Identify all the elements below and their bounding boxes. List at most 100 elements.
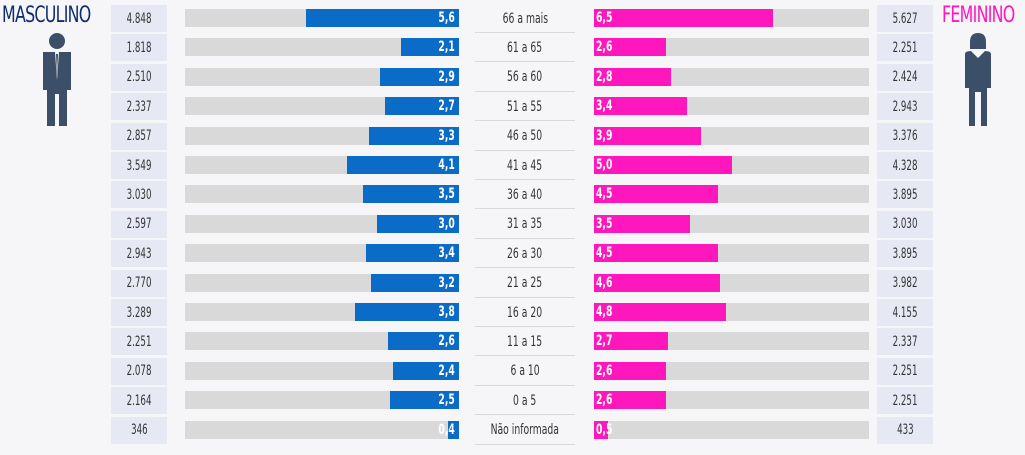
male-bar-track: 3,8 — [185, 303, 459, 321]
female-bar — [594, 391, 666, 410]
table-row: 3.289 3,8 16 a 20 4,8 4.155 — [0, 299, 1025, 328]
female-count: 433 — [877, 416, 933, 444]
male-bar-track: 2,4 — [185, 361, 459, 380]
female-bar-label: 6,5 — [596, 10, 613, 26]
female-bar-label: 3,5 — [596, 215, 613, 232]
female-bar — [594, 361, 666, 380]
table-row: 2.943 3,4 26 a 30 4,5 3.895 — [0, 240, 1025, 269]
female-bar-track: 5,0 — [594, 156, 869, 174]
female-bar — [594, 214, 690, 233]
female-bar-track: 3,4 — [594, 97, 869, 116]
male-count: 2.857 — [111, 122, 167, 150]
male-bar-track: 3,4 — [185, 244, 459, 263]
male-bar-track: 2,1 — [185, 38, 459, 57]
table-row: 346 0,4 Não informada 0,5 433 — [0, 416, 1025, 446]
age-group-label: 66 a mais — [475, 5, 575, 33]
male-bar — [390, 391, 459, 410]
male-bar — [369, 126, 459, 145]
female-bar-label: 2,8 — [596, 68, 613, 85]
female-bar-label: 0,5 — [596, 421, 613, 438]
female-bar — [594, 303, 726, 321]
female-count: 2.943 — [877, 93, 933, 121]
male-bar-label: 0,4 — [438, 421, 455, 438]
female-bar — [594, 244, 718, 263]
male-bar-label: 3,4 — [438, 245, 455, 262]
female-bar — [594, 420, 608, 439]
female-count: 3.895 — [877, 240, 933, 268]
table-row: 2.770 3,2 21 a 25 4,6 3.982 — [0, 269, 1025, 299]
male-count: 2.770 — [111, 269, 167, 297]
female-bar-label: 2,6 — [596, 362, 613, 379]
table-row: 2.251 2,6 11 a 15 2,7 2.337 — [0, 328, 1025, 357]
male-bar — [393, 361, 459, 380]
male-bar — [371, 273, 459, 292]
female-bar-track: 3,5 — [594, 214, 869, 233]
female-bar-label: 3,9 — [596, 127, 613, 144]
age-group-label: 56 a 60 — [475, 64, 575, 92]
female-bar — [594, 9, 773, 27]
female-count: 3.030 — [877, 210, 933, 238]
male-bar-label: 3,5 — [438, 186, 455, 203]
male-bar-track: 3,3 — [185, 126, 459, 145]
female-count: 3.376 — [877, 122, 933, 150]
male-bar-track: 3,5 — [185, 185, 459, 204]
age-group-label: 16 a 20 — [475, 299, 575, 327]
female-bar-track: 4,5 — [594, 244, 869, 263]
female-count: 2.337 — [877, 328, 933, 356]
male-bar-label: 4,1 — [438, 157, 455, 173]
table-row: 2.078 2,4 6 a 10 2,6 2.251 — [0, 357, 1025, 387]
male-count: 2.251 — [111, 328, 167, 356]
female-count: 2.251 — [877, 34, 933, 62]
female-bar — [594, 97, 687, 116]
female-bar-label: 4,6 — [596, 274, 613, 291]
female-bar-track: 3,9 — [594, 126, 869, 145]
age-group-label: 36 a 40 — [475, 181, 575, 210]
male-count: 2.337 — [111, 93, 167, 121]
male-bar — [355, 303, 459, 321]
male-count: 4.848 — [111, 5, 167, 32]
male-title: MASCULINO — [2, 3, 91, 28]
male-bar-label: 3,8 — [438, 304, 455, 320]
age-group-label: 11 a 15 — [475, 328, 575, 357]
table-row: 3.030 3,5 36 a 40 4,5 3.895 — [0, 181, 1025, 210]
male-bar-label: 2,9 — [438, 68, 455, 85]
male-bar — [366, 244, 459, 263]
table-row: 2.337 2,7 51 a 55 3,4 2.943 — [0, 93, 1025, 122]
female-title: FEMININO — [942, 3, 1015, 28]
male-bar-track: 3,2 — [185, 273, 459, 292]
male-bar-label: 2,5 — [438, 392, 455, 409]
female-count: 4.328 — [877, 152, 933, 179]
female-bar-label: 3,4 — [596, 98, 613, 115]
male-bar-label: 3,2 — [438, 274, 455, 291]
male-bar-track: 5,6 — [185, 9, 459, 27]
male-count: 3.289 — [111, 299, 167, 326]
age-group-label: 26 a 30 — [475, 240, 575, 269]
female-bar-track: 4,6 — [594, 273, 869, 292]
male-count: 2.597 — [111, 210, 167, 238]
table-row: 2.510 2,9 56 a 60 2,8 2.424 — [0, 63, 1025, 93]
male-bar-track: 2,7 — [185, 97, 459, 116]
age-group-label: 0 a 5 — [475, 387, 575, 416]
male-bar-track: 2,9 — [185, 67, 459, 86]
table-row: 3.549 4,1 41 a 45 5,0 4.328 — [0, 152, 1025, 181]
female-bar — [594, 38, 666, 57]
female-bar-label: 2,6 — [596, 392, 613, 409]
female-bar-label: 4,5 — [596, 245, 613, 262]
female-bar-label: 5,0 — [596, 157, 613, 173]
female-bar-track: 2,6 — [594, 391, 869, 410]
man-silhouette-icon — [43, 33, 71, 126]
female-bar — [594, 156, 732, 174]
female-count: 2.424 — [877, 63, 933, 91]
female-bar-label: 2,7 — [596, 333, 613, 350]
age-group-label: 21 a 25 — [475, 270, 575, 298]
female-bar-track: 4,8 — [594, 303, 869, 321]
male-bar-label: 2,7 — [438, 98, 455, 115]
male-bar — [401, 38, 459, 57]
male-bar-track: 0,4 — [185, 420, 459, 439]
female-count: 3.895 — [877, 181, 933, 209]
female-bar-track: 2,6 — [594, 38, 869, 57]
woman-silhouette-icon — [965, 33, 991, 126]
age-group-label: 46 a 50 — [475, 123, 575, 151]
female-bar-track: 2,6 — [594, 361, 869, 380]
female-bar — [594, 126, 701, 145]
